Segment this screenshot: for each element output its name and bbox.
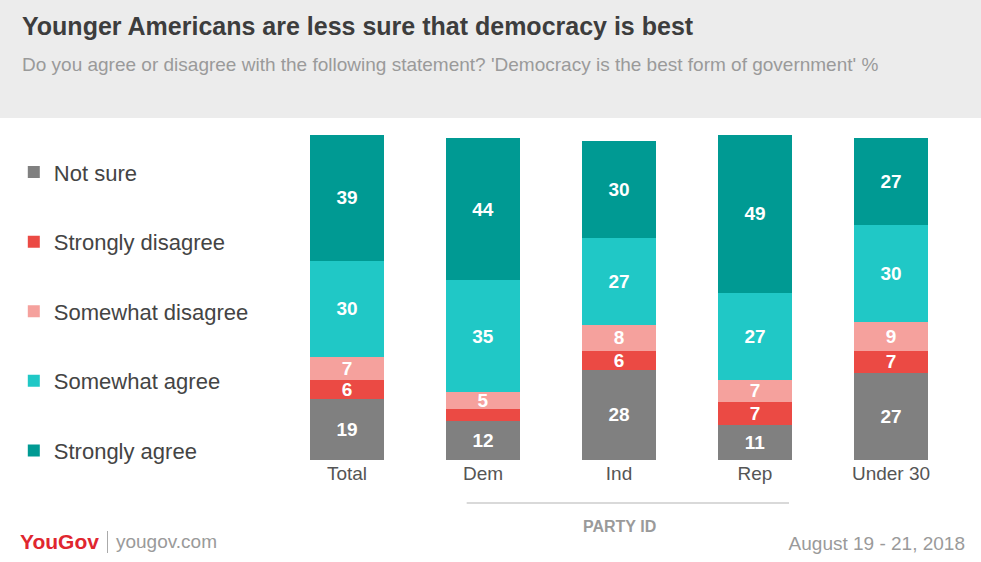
svg-text:Strongly disagree: Strongly disagree [54,230,225,255]
html-text:Do you agree or disagree with: Do you agree or disagree with the follow… [22,54,879,75]
html-text:August 19 - 21, 2018: August 19 - 21, 2018 [788,533,965,554]
svg-text:30: 30 [336,298,357,319]
svg-text:7: 7 [342,358,353,379]
svg-text:30: 30 [608,179,629,200]
svg-text:6: 6 [614,350,625,371]
svg-text:Dem: Dem [463,463,503,484]
svg-text:19: 19 [336,419,357,440]
svg-text:6: 6 [342,379,353,400]
svg-text:27: 27 [880,171,901,192]
svg-text:35: 35 [472,326,494,347]
svg-text:30: 30 [880,263,901,284]
svg-text:Total: Total [327,463,367,484]
svg-text:28: 28 [608,404,629,425]
svg-text:27: 27 [744,326,765,347]
html-text:YouGov: YouGov [20,530,99,553]
svg-text:Strongly agree: Strongly agree [54,439,197,464]
svg-text:PARTY ID: PARTY ID [583,518,656,535]
svg-text:7: 7 [886,351,897,372]
svg-text:8: 8 [614,327,625,348]
svg-text:5: 5 [478,390,489,411]
html-text:Younger Americans are less sur: Younger Americans are less sure that dem… [22,12,694,40]
svg-text:27: 27 [608,271,629,292]
svg-text:44: 44 [472,199,494,220]
svg-text:Under 30: Under 30 [852,463,930,484]
html-text:yougov.com: yougov.com [116,531,217,552]
svg-text:7: 7 [750,380,761,401]
svg-text:Not sure: Not sure [54,161,137,186]
svg-text:7: 7 [750,403,761,424]
svg-text:Somewhat agree: Somewhat agree [54,369,220,394]
svg-text:27: 27 [880,406,901,427]
svg-text:Ind: Ind [606,463,632,484]
svg-text:49: 49 [744,203,765,224]
svg-text:9: 9 [886,326,897,347]
svg-text:11: 11 [745,432,766,453]
svg-text:39: 39 [336,187,357,208]
svg-text:12: 12 [472,430,493,451]
svg-text:Rep: Rep [738,463,773,484]
svg-text:Somewhat disagree: Somewhat disagree [54,300,248,325]
